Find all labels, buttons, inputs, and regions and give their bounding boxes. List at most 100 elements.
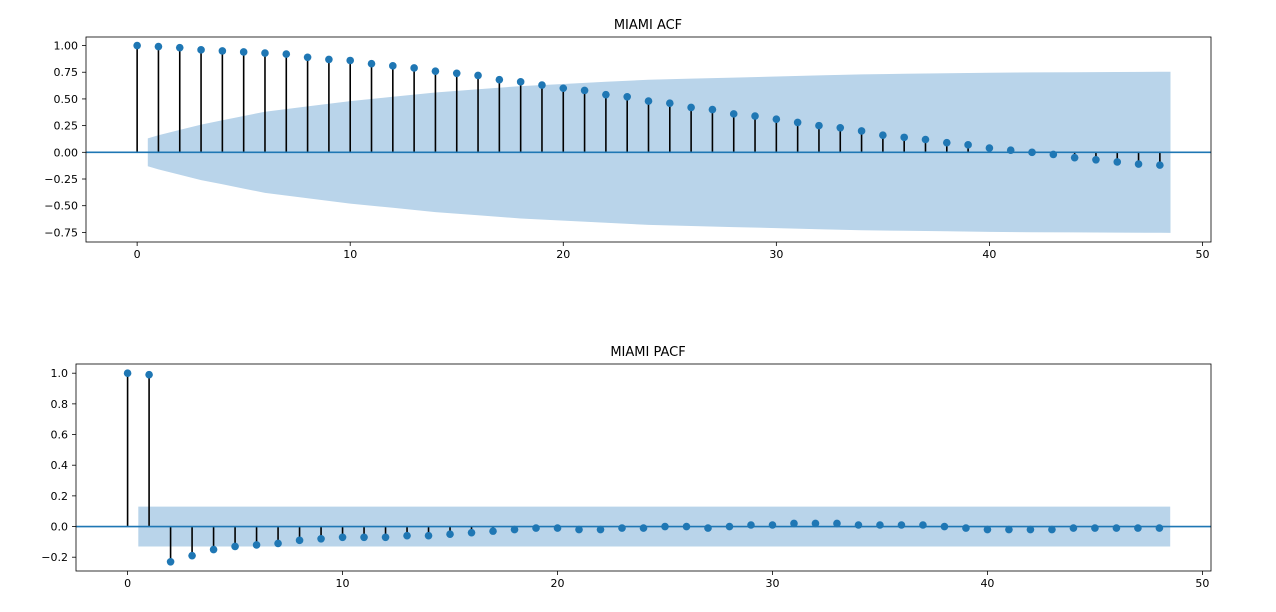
pacf-marker-lag-6 bbox=[252, 541, 261, 549]
pacf-ytick-label-5: 0.0 bbox=[51, 521, 69, 534]
pacf-ytick-label-2: 0.6 bbox=[51, 429, 69, 442]
pacf-marker-lag-26 bbox=[682, 522, 691, 531]
acf-xtick-label-50: 50 bbox=[1195, 248, 1209, 261]
pacf-marker-lag-34 bbox=[854, 521, 863, 529]
pacf-marker-lag-20 bbox=[553, 524, 562, 532]
acf-marker-lag-41 bbox=[1006, 146, 1015, 154]
pacf-marker-lag-17 bbox=[489, 527, 497, 535]
pacf-marker-lag-9 bbox=[317, 535, 325, 543]
pacf-marker-lag-44 bbox=[1069, 524, 1078, 532]
pacf-xtick-label-30: 30 bbox=[765, 577, 779, 590]
pacf-marker-lag-12 bbox=[381, 533, 390, 542]
acf-marker-lag-6 bbox=[261, 49, 269, 57]
pacf-marker-lag-22 bbox=[596, 525, 605, 534]
pacf-marker-lag-13 bbox=[403, 531, 411, 540]
acf-marker-lag-45 bbox=[1092, 155, 1100, 164]
acf-marker-lag-13 bbox=[410, 64, 418, 72]
pacf-marker-lag-35 bbox=[876, 521, 884, 529]
pacf-ytick-label-4: 0.2 bbox=[51, 490, 69, 503]
acf-panel: MIAMI ACF 0 10 20 30 40 50 1.00 0.75 0.50 0.25 0.0… bbox=[44, 18, 1212, 261]
pacf-marker-lag-39 bbox=[962, 524, 970, 532]
acf-marker-lag-29 bbox=[751, 112, 759, 120]
acf-marker-lag-31 bbox=[793, 118, 802, 127]
pacf-marker-lag-30 bbox=[768, 521, 777, 529]
pacf-marker-lag-14 bbox=[424, 531, 433, 540]
acf-ytick-label-4: 0.00 bbox=[54, 146, 79, 159]
pacf-marker-lag-15 bbox=[446, 530, 454, 538]
pacf-marker-lag-7 bbox=[274, 539, 282, 548]
pacf-marker-lag-43 bbox=[1048, 525, 1056, 534]
acf-xtick-label-30: 30 bbox=[769, 248, 783, 261]
acf-marker-lag-25 bbox=[666, 99, 674, 107]
acf-xtick-label-40: 40 bbox=[982, 248, 996, 261]
acf-marker-lag-35 bbox=[879, 131, 887, 140]
pacf-ytick-label-6: −0.2 bbox=[41, 551, 68, 564]
acf-ytick-label-5: −0.25 bbox=[44, 173, 78, 186]
pacf-marker-lag-45 bbox=[1091, 524, 1099, 532]
pacf-marker-lag-24 bbox=[639, 524, 648, 532]
pacf-marker-lag-5 bbox=[231, 542, 239, 551]
acf-marker-lag-24 bbox=[644, 97, 653, 105]
acf-marker-lag-22 bbox=[602, 90, 610, 99]
pacf-marker-lag-1 bbox=[145, 370, 153, 379]
pacf-xtick-label-10: 10 bbox=[336, 577, 350, 590]
pacf-marker-lag-3 bbox=[188, 551, 196, 560]
pacf-marker-lag-38 bbox=[940, 522, 949, 531]
pacf-marker-lag-33 bbox=[833, 519, 841, 528]
pacf-ytick-label-1: 0.8 bbox=[51, 398, 69, 411]
pacf-xtick-label-40: 40 bbox=[980, 577, 994, 590]
acf-ytick-label-2: 0.50 bbox=[54, 93, 79, 106]
acf-marker-lag-11 bbox=[367, 59, 376, 68]
pacf-marker-lag-8 bbox=[295, 536, 304, 545]
acf-marker-lag-5 bbox=[239, 48, 248, 56]
acf-marker-lag-43 bbox=[1049, 150, 1058, 159]
pacf-marker-lag-19 bbox=[532, 524, 540, 532]
pacf-marker-lag-4 bbox=[209, 545, 218, 554]
pacf-marker-lag-32 bbox=[811, 519, 820, 528]
acf-marker-lag-47 bbox=[1134, 160, 1143, 168]
pacf-marker-lag-47 bbox=[1134, 524, 1142, 532]
pacf-xtick-label-50: 50 bbox=[1195, 577, 1209, 590]
pacf-marker-lag-48 bbox=[1155, 524, 1164, 532]
acf-marker-lag-32 bbox=[815, 121, 823, 130]
acf-marker-lag-37 bbox=[921, 135, 930, 144]
acf-title: MIAMI ACF bbox=[614, 18, 682, 33]
pacf-marker-lag-42 bbox=[1026, 525, 1035, 534]
pacf-marker-lag-2 bbox=[166, 558, 175, 566]
acf-axes-frame bbox=[85, 36, 1212, 243]
acf-marker-lag-9 bbox=[325, 55, 333, 64]
acf-ytick-label-1: 0.75 bbox=[54, 66, 79, 79]
pacf-ytick-label-3: 0.4 bbox=[51, 459, 69, 472]
pacf-marker-lag-21 bbox=[575, 525, 583, 534]
acf-marker-lag-16 bbox=[474, 71, 482, 80]
acf-xtick-label-20: 20 bbox=[556, 248, 570, 261]
acf-marker-lag-28 bbox=[729, 110, 738, 118]
pacf-marker-lag-40 bbox=[983, 525, 992, 534]
acf-marker-lag-21 bbox=[580, 86, 589, 95]
pacf-marker-lag-31 bbox=[790, 519, 798, 528]
acf-ytick-label-0: 1.00 bbox=[54, 40, 79, 53]
acf-marker-lag-42 bbox=[1028, 148, 1036, 157]
acf-marker-lag-48 bbox=[1156, 161, 1164, 169]
acf-ytick-label-6: −0.50 bbox=[44, 200, 78, 213]
acf-marker-lag-7 bbox=[282, 50, 291, 58]
acf-ytick-label-7: −0.75 bbox=[44, 226, 78, 239]
pacf-marker-lag-37 bbox=[919, 521, 927, 529]
pacf-marker-lag-16 bbox=[467, 528, 476, 537]
acf-marker-lag-40 bbox=[985, 144, 994, 152]
pacf-marker-lag-29 bbox=[747, 521, 755, 529]
pacf-ytick-label-0: 1.0 bbox=[51, 367, 69, 380]
pacf-xtick-label-20: 20 bbox=[551, 577, 565, 590]
acf-marker-lag-14 bbox=[431, 67, 440, 75]
acf-marker-lag-10 bbox=[346, 56, 355, 65]
acf-marker-lag-39 bbox=[964, 141, 972, 149]
acf-marker-lag-4 bbox=[218, 47, 227, 55]
acf-marker-lag-18 bbox=[516, 78, 525, 86]
pacf-xtick-label-0: 0 bbox=[124, 577, 131, 590]
acf-xtick-label-0: 0 bbox=[134, 248, 141, 261]
acf-marker-lag-1 bbox=[154, 42, 163, 51]
pacf-title: MIAMI PACF bbox=[610, 345, 685, 360]
pacf-marker-lag-41 bbox=[1005, 525, 1013, 534]
acf-marker-lag-26 bbox=[687, 103, 695, 112]
